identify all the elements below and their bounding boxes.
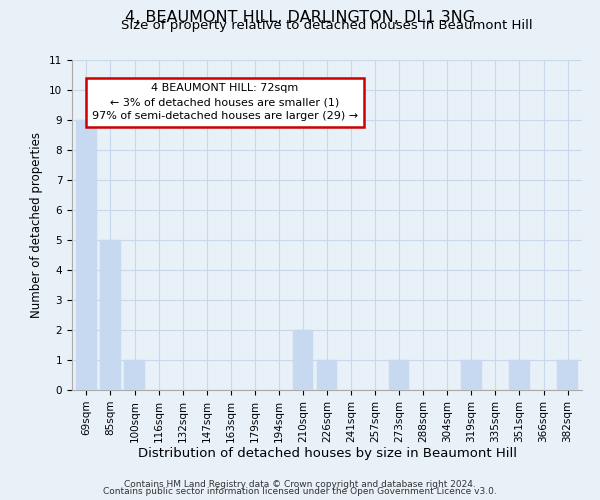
Text: 4 BEAUMONT HILL: 72sqm
← 3% of detached houses are smaller (1)
97% of semi-detac: 4 BEAUMONT HILL: 72sqm ← 3% of detached …: [92, 83, 358, 121]
Bar: [317, 360, 337, 390]
Title: Size of property relative to detached houses in Beaumont Hill: Size of property relative to detached ho…: [121, 20, 533, 32]
Bar: [461, 360, 482, 390]
Bar: [389, 360, 409, 390]
Y-axis label: Number of detached properties: Number of detached properties: [31, 132, 43, 318]
Text: Contains public sector information licensed under the Open Government Licence v3: Contains public sector information licen…: [103, 487, 497, 496]
Text: 4, BEAUMONT HILL, DARLINGTON, DL1 3NG: 4, BEAUMONT HILL, DARLINGTON, DL1 3NG: [125, 10, 475, 25]
X-axis label: Distribution of detached houses by size in Beaumont Hill: Distribution of detached houses by size …: [137, 448, 517, 460]
Bar: [293, 330, 313, 390]
Bar: [557, 360, 578, 390]
Bar: [100, 240, 121, 390]
Bar: [76, 120, 97, 390]
Text: Contains HM Land Registry data © Crown copyright and database right 2024.: Contains HM Land Registry data © Crown c…: [124, 480, 476, 489]
Bar: [124, 360, 145, 390]
Bar: [509, 360, 530, 390]
